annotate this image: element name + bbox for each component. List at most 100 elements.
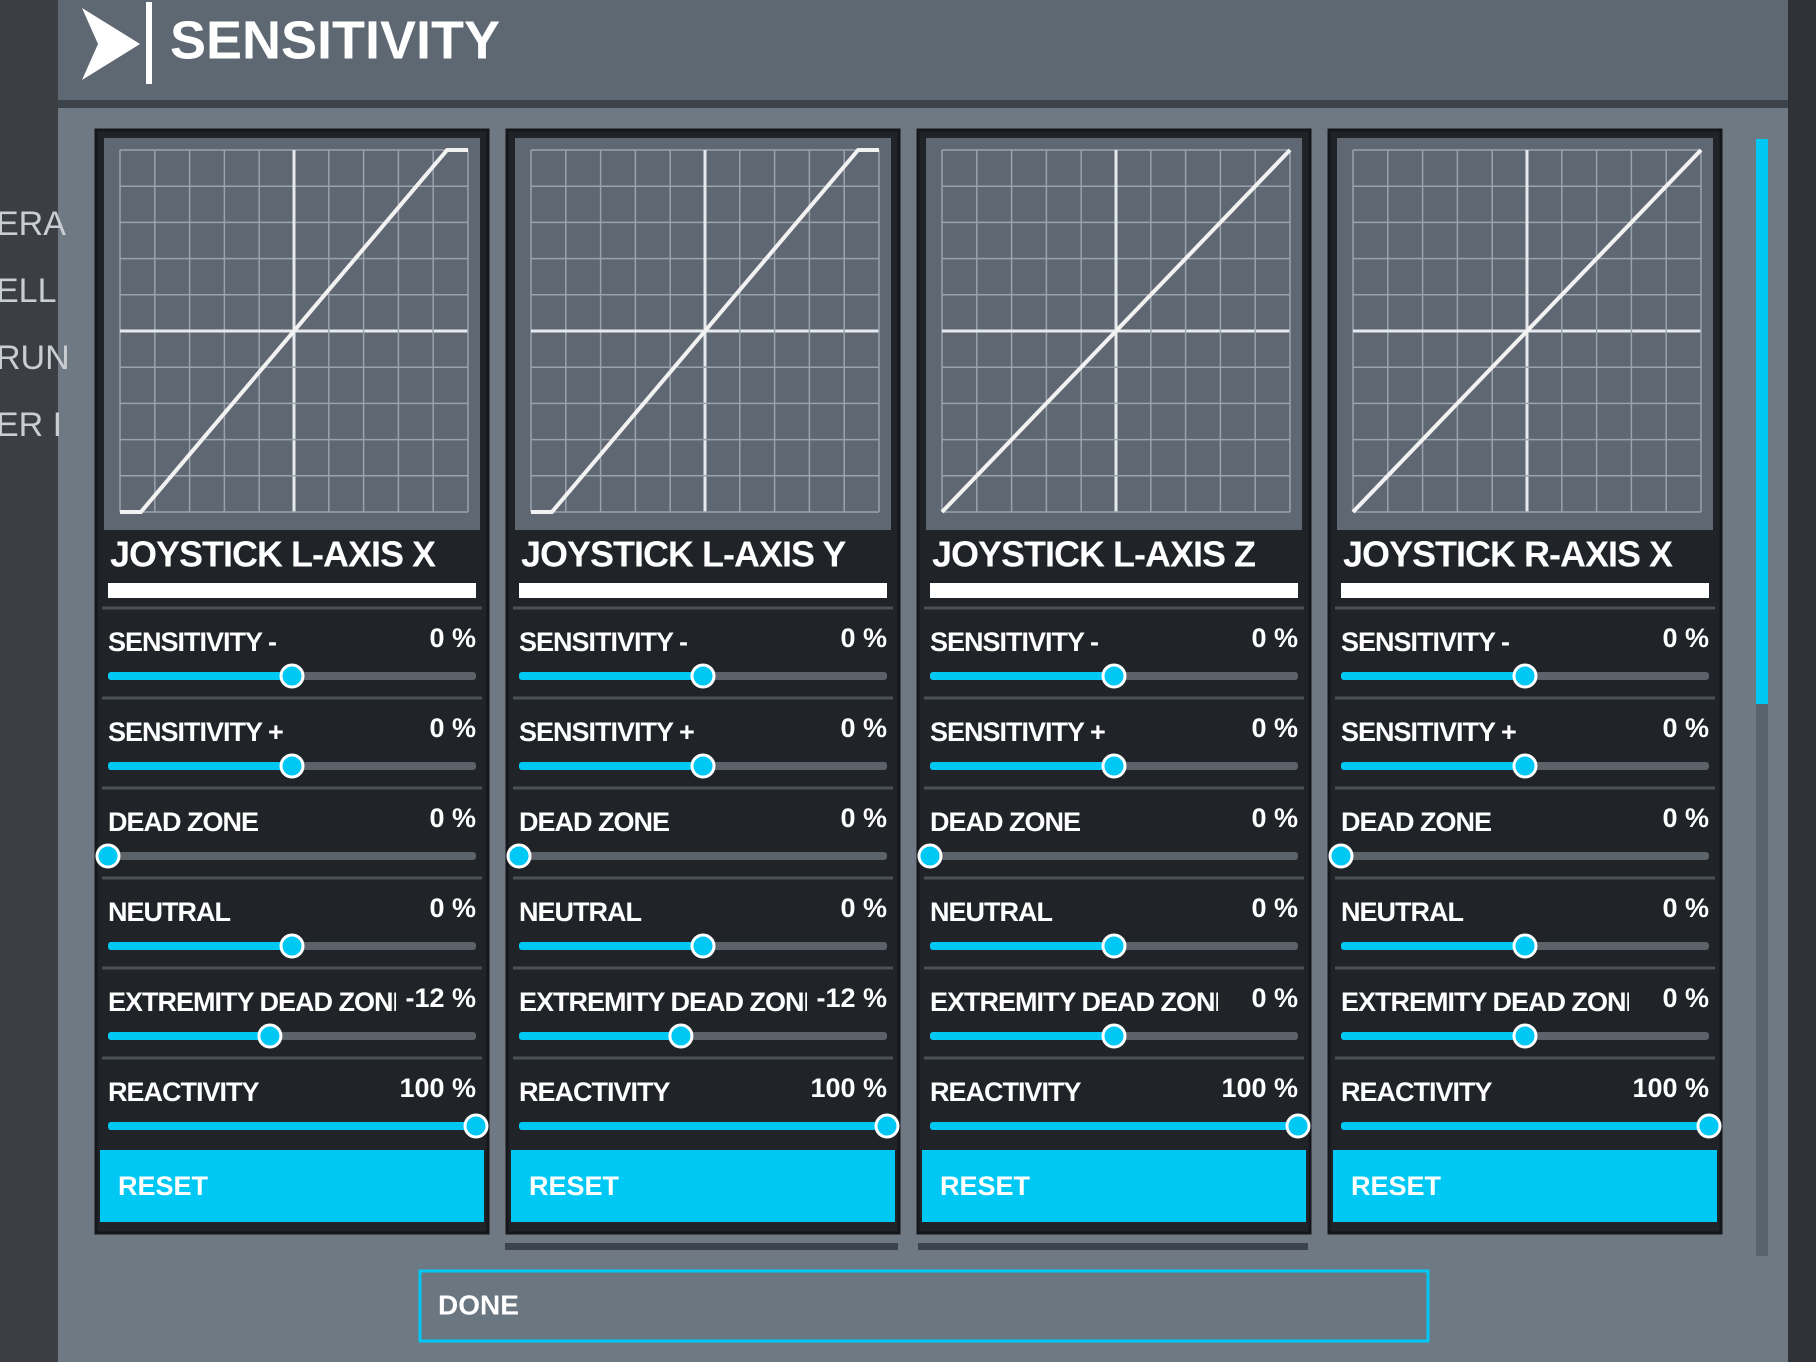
value-backing xyxy=(396,982,480,1016)
slider-fill xyxy=(519,672,703,680)
setting-label: SENSITIVITY - xyxy=(1341,627,1509,657)
panel-title: JOYSTICK L-AXIS Y xyxy=(521,534,846,575)
slider-fill xyxy=(1341,672,1525,680)
slider-knob[interactable] xyxy=(1285,1113,1311,1139)
setting-value: 0 % xyxy=(1662,713,1709,743)
slider-knob[interactable] xyxy=(279,933,305,959)
slider-knob[interactable] xyxy=(1328,843,1354,869)
panel-title: JOYSTICK L-AXIS X xyxy=(110,534,436,575)
title-underline xyxy=(1341,583,1709,598)
slider-fill xyxy=(930,672,1114,680)
header-title: SENSITIVITY xyxy=(170,10,500,70)
reset-button[interactable] xyxy=(511,1150,895,1222)
sidebar-item: RUN xyxy=(0,339,70,377)
slider-fill xyxy=(1341,942,1525,950)
slider-knob[interactable] xyxy=(1512,753,1538,779)
sidebar-item: ERA xyxy=(0,205,66,243)
setting-label: NEUTRAL xyxy=(930,897,1052,927)
slider-knob[interactable] xyxy=(279,753,305,779)
reset-button[interactable] xyxy=(1333,1150,1717,1222)
setting-value: 0 % xyxy=(1662,803,1709,833)
panel-title: JOYSTICK R-AXIS X xyxy=(1343,534,1673,575)
slider-knob[interactable] xyxy=(1512,663,1538,689)
slider-knob[interactable] xyxy=(690,663,716,689)
setting-value: 0 % xyxy=(1251,713,1298,743)
setting-value: 0 % xyxy=(1251,983,1298,1013)
setting-label: SENSITIVITY - xyxy=(930,627,1098,657)
slider-knob[interactable] xyxy=(506,843,532,869)
value-backing xyxy=(1218,802,1302,836)
slider-track[interactable] xyxy=(1341,852,1709,860)
slider-knob[interactable] xyxy=(917,843,943,869)
setting-value: 0 % xyxy=(429,803,476,833)
reset-button[interactable] xyxy=(922,1150,1306,1222)
slider-knob[interactable] xyxy=(1101,933,1127,959)
setting-label: SENSITIVITY + xyxy=(930,717,1105,747)
value-backing xyxy=(807,892,891,926)
slider-knob[interactable] xyxy=(690,753,716,779)
slider-fill xyxy=(519,1122,887,1130)
value-backing xyxy=(807,982,891,1016)
reset-label: RESET xyxy=(940,1171,1031,1201)
reset-button[interactable] xyxy=(100,1150,484,1222)
setting-label: DEAD ZONE xyxy=(1341,807,1491,837)
slider-track[interactable] xyxy=(108,852,476,860)
slider-track[interactable] xyxy=(930,852,1298,860)
slider-fill xyxy=(1341,1122,1709,1130)
setting-value: 0 % xyxy=(1662,623,1709,653)
response-curve xyxy=(1351,148,1703,514)
slider-fill xyxy=(519,942,703,950)
setting-value: 0 % xyxy=(429,893,476,923)
value-backing xyxy=(1629,982,1713,1016)
value-backing xyxy=(1218,1072,1302,1106)
slider-knob[interactable] xyxy=(690,933,716,959)
setting-value: 0 % xyxy=(1251,803,1298,833)
slider-knob[interactable] xyxy=(1512,933,1538,959)
value-backing xyxy=(396,622,480,656)
value-backing xyxy=(396,802,480,836)
setting-value: 0 % xyxy=(840,623,887,653)
slider-knob[interactable] xyxy=(1512,1023,1538,1049)
slider-knob[interactable] xyxy=(668,1023,694,1049)
setting-value: 100 % xyxy=(810,1073,887,1103)
slider-knob[interactable] xyxy=(463,1113,489,1139)
slider-fill xyxy=(1341,762,1525,770)
setting-value: 0 % xyxy=(840,803,887,833)
slider-knob[interactable] xyxy=(95,843,121,869)
setting-value: 0 % xyxy=(1662,983,1709,1013)
slider-knob[interactable] xyxy=(1101,663,1127,689)
value-backing xyxy=(807,712,891,746)
setting-value: 0 % xyxy=(840,713,887,743)
slider-knob[interactable] xyxy=(1101,753,1127,779)
setting-label: REACTIVITY xyxy=(519,1077,671,1107)
slider-knob[interactable] xyxy=(874,1113,900,1139)
done-button[interactable] xyxy=(418,1269,1430,1343)
slider-knob[interactable] xyxy=(257,1023,283,1049)
setting-label: REACTIVITY xyxy=(930,1077,1082,1107)
value-backing xyxy=(807,1072,891,1106)
slider-fill xyxy=(108,672,292,680)
slider-knob[interactable] xyxy=(1101,1023,1127,1049)
panel-title: JOYSTICK L-AXIS Z xyxy=(932,534,1255,575)
sidebar xyxy=(0,0,58,1362)
setting-value: 100 % xyxy=(1632,1073,1709,1103)
setting-label: SENSITIVITY + xyxy=(108,717,283,747)
setting-label: EXTREMITY DEAD ZONE xyxy=(519,987,821,1017)
setting-label: EXTREMITY DEAD ZONE xyxy=(108,987,410,1017)
slider-fill xyxy=(108,1122,476,1130)
setting-label: SENSITIVITY - xyxy=(108,627,276,657)
logo-bar xyxy=(146,2,152,84)
setting-value: 100 % xyxy=(1221,1073,1298,1103)
slider-knob[interactable] xyxy=(1696,1113,1722,1139)
scrollbar-thumb[interactable] xyxy=(1756,139,1768,704)
sidebar-items: ERA ELL RUN ER I xyxy=(0,205,70,444)
setting-label: EXTREMITY DEAD ZONE xyxy=(930,987,1232,1017)
value-backing xyxy=(1629,892,1713,926)
slider-knob[interactable] xyxy=(279,663,305,689)
slider-track[interactable] xyxy=(519,852,887,860)
value-backing xyxy=(807,802,891,836)
slider-fill xyxy=(930,762,1114,770)
setting-label: SENSITIVITY + xyxy=(1341,717,1516,747)
header-bar xyxy=(58,0,1788,100)
setting-value: 100 % xyxy=(399,1073,476,1103)
